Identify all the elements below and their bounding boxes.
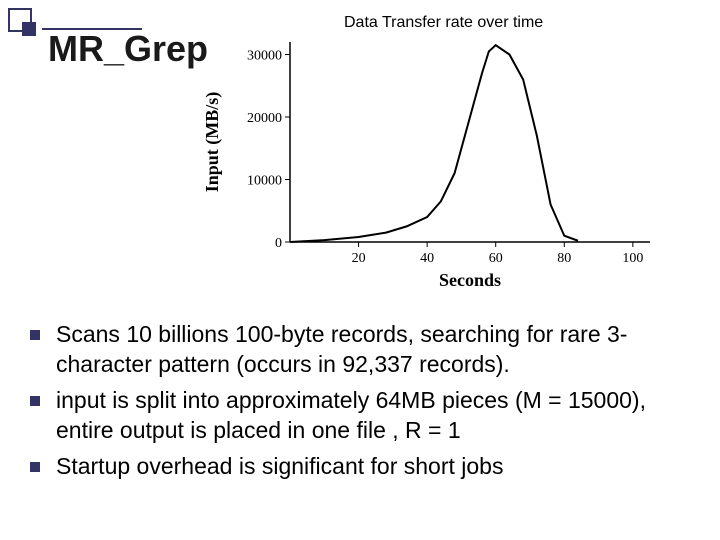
bullet-item: input is split into approximately 64MB p… (30, 386, 700, 446)
bullet-item: Scans 10 billions 100-byte records, sear… (30, 320, 700, 380)
bullet-text: input is split into approximately 64MB p… (56, 386, 700, 446)
svg-text:40: 40 (420, 251, 434, 266)
slide-title: MR_Grep (48, 28, 208, 70)
svg-text:10000: 10000 (247, 174, 282, 189)
svg-text:0: 0 (275, 236, 282, 251)
svg-text:20: 20 (352, 251, 366, 266)
bullet-text: Scans 10 billions 100-byte records, sear… (56, 320, 700, 380)
bullet-item: Startup overhead is significant for shor… (30, 452, 700, 482)
svg-text:Input (MB/s): Input (MB/s) (202, 92, 223, 193)
svg-text:80: 80 (557, 251, 571, 266)
svg-text:100: 100 (622, 251, 643, 266)
svg-text:60: 60 (489, 251, 503, 266)
svg-text:Seconds: Seconds (439, 270, 501, 290)
bullet-list: Scans 10 billions 100-byte records, sear… (30, 320, 700, 487)
svg-text:20000: 20000 (247, 111, 282, 126)
bullet-marker (30, 330, 40, 340)
line-chart: 0 10000 20000 30000 20 40 60 80 100 Seconds Input … (200, 32, 660, 292)
corner-square-fill (22, 22, 36, 36)
bullet-text: Startup overhead is significant for shor… (56, 452, 700, 482)
chart-title: Data Transfer rate over time (344, 14, 543, 32)
chart-container: 0 10000 20000 30000 20 40 60 80 100 Seconds Input … (200, 32, 660, 292)
bullet-marker (30, 462, 40, 472)
svg-text:30000: 30000 (247, 49, 282, 64)
bullet-marker (30, 396, 40, 406)
